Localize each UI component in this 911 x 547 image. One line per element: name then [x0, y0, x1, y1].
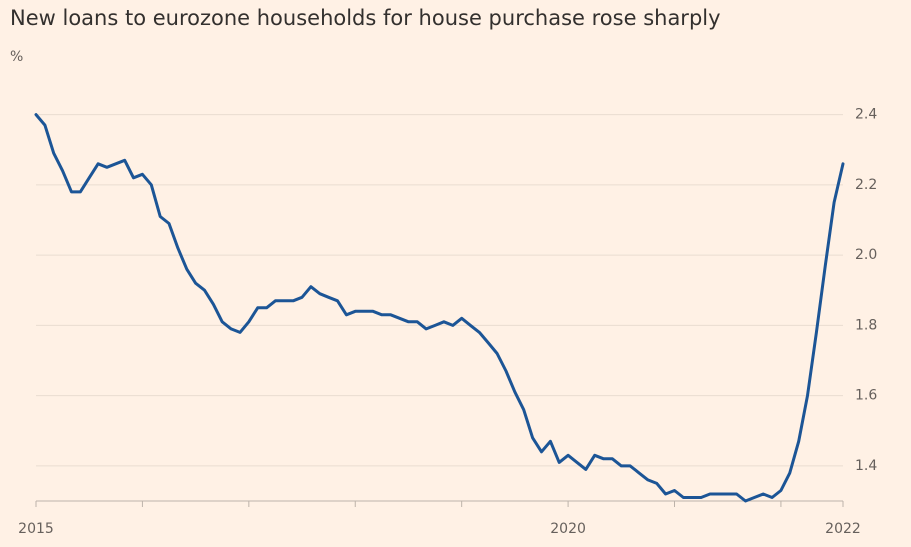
y-tick-label: 1.4 — [855, 458, 877, 474]
chart-title: New loans to eurozone households for hou… — [10, 6, 721, 30]
y-axis-label: % — [10, 49, 23, 65]
x-tick-label: 2015 — [18, 521, 54, 537]
x-tick-label: 2022 — [825, 521, 861, 537]
y-tick-label: 1.6 — [855, 388, 877, 404]
x-tick-label: 2020 — [550, 521, 586, 537]
y-tick-label: 2.4 — [855, 107, 877, 123]
y-tick-label: 1.8 — [855, 317, 877, 333]
data-line — [34, 113, 845, 503]
y-tick-label: 2.2 — [855, 177, 877, 193]
y-tick-label: 2.0 — [855, 247, 877, 263]
